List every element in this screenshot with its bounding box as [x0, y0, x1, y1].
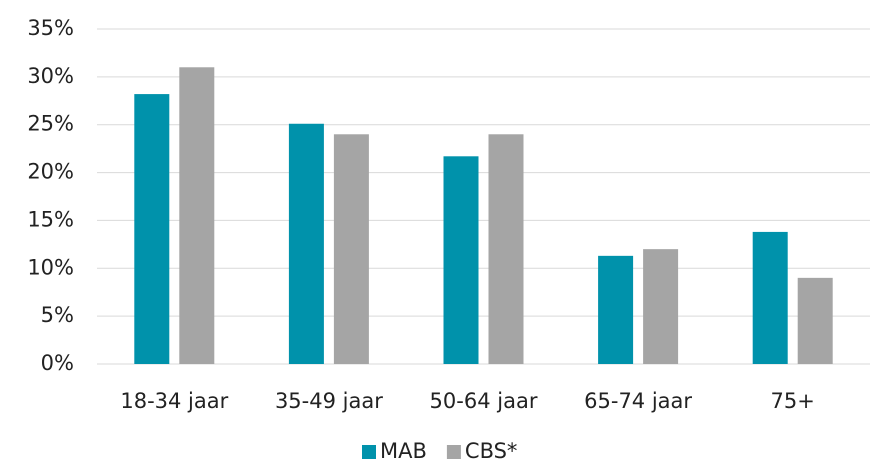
y-tick-label: 35% — [27, 16, 74, 40]
x-tick-label: 18-34 jaar — [120, 389, 228, 413]
bar — [179, 67, 215, 365]
x-tick-label: 50-64 jaar — [430, 389, 538, 413]
x-tick-label: 65-74 jaar — [584, 389, 692, 413]
bar — [797, 277, 833, 364]
bar — [598, 255, 634, 364]
y-tick-label: 5% — [41, 303, 74, 327]
y-tick-label: 15% — [27, 207, 74, 231]
x-tick-label: 75+ — [771, 389, 815, 413]
legend-swatch — [362, 445, 376, 459]
bar — [643, 249, 679, 364]
y-tick-label: 30% — [27, 64, 74, 88]
bar — [488, 134, 524, 364]
y-tick-label: 20% — [27, 160, 74, 184]
y-tick-label: 25% — [27, 112, 74, 136]
bar — [288, 123, 324, 364]
bar — [752, 231, 788, 364]
y-tick-label: 0% — [41, 351, 74, 375]
bar — [134, 94, 170, 364]
legend-label: CBS* — [465, 439, 518, 463]
legend-swatch — [446, 445, 461, 459]
legend-label: MAB — [380, 439, 427, 463]
bar — [333, 134, 369, 364]
y-tick-label: 10% — [27, 255, 74, 279]
bar — [443, 156, 479, 364]
x-tick-label: 35-49 jaar — [275, 389, 383, 413]
